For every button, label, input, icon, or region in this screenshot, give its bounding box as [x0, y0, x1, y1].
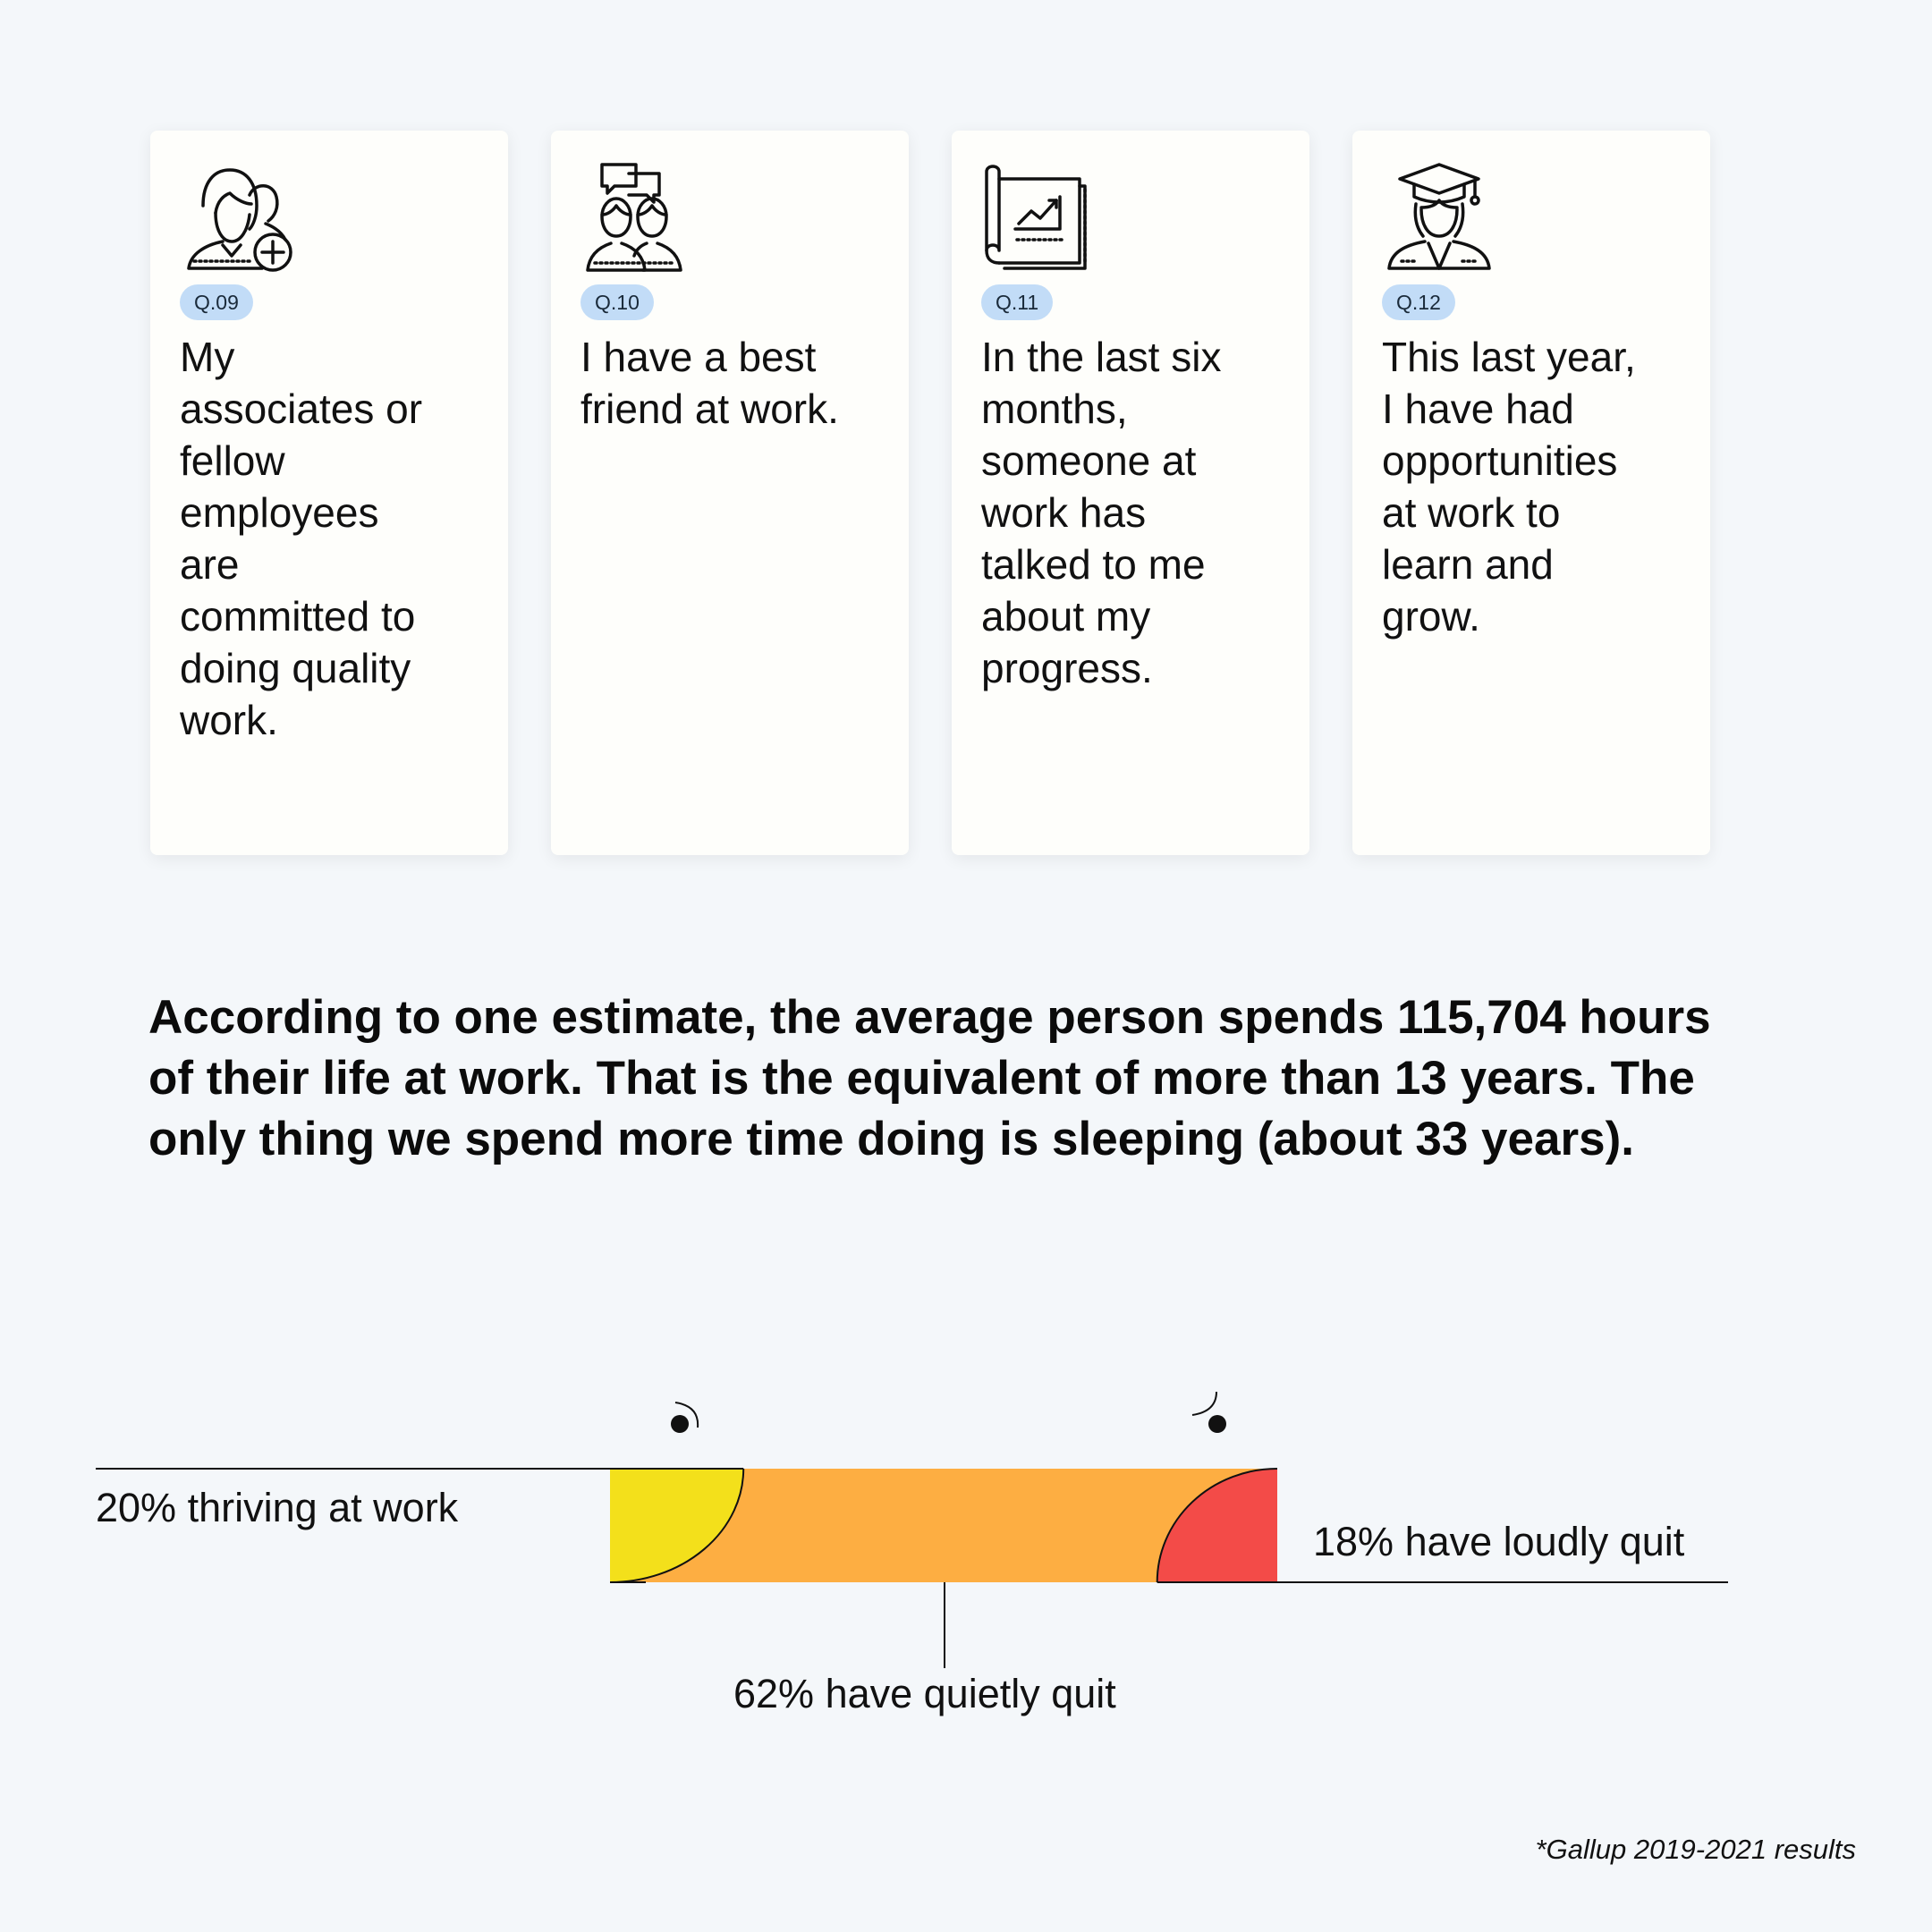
question-text: My associates or fellow employees are co…	[180, 334, 423, 743]
bar-segment-thriving-edge	[609, 1468, 745, 1583]
question-text: This last year, I have had opportunities…	[1382, 334, 1636, 640]
question-text: I have a best friend at work.	[580, 334, 839, 432]
question-card-q11: Q.11 In the last six months, someone at …	[952, 131, 1309, 855]
question-card-q10: Q.10 I have a best friend at work.	[551, 131, 909, 855]
bubble-dot-icon	[671, 1415, 689, 1433]
bar-segment-loud-quit-edge	[1156, 1468, 1278, 1583]
bar-segment-thriving	[610, 1469, 744, 1582]
segment-label-loud-quit: 18% have loudly quit	[1313, 1519, 1685, 1564]
chat-friends-icon	[580, 159, 697, 275]
progress-chart-icon	[981, 159, 1097, 275]
question-tag: Q.09	[180, 284, 253, 320]
bubble-arc-icon	[1191, 1391, 1217, 1416]
people-add-icon	[180, 159, 296, 275]
work-hours-statement: According to one estimate, the average p…	[148, 991, 1711, 1165]
bar-segment-loud-quit	[1157, 1469, 1277, 1582]
question-card-q09: Q.09 My associates or fellow employees a…	[150, 131, 508, 855]
bubble-arc-icon	[674, 1402, 699, 1428]
segment-label-quiet-quit: 62% have quietly quit	[733, 1671, 1116, 1716]
source-footnote: *Gallup 2019-2021 results	[1535, 1834, 1856, 1865]
bubble-dot-icon	[1208, 1415, 1226, 1433]
graduate-icon	[1382, 159, 1498, 275]
question-tag: Q.11	[981, 284, 1054, 320]
question-tag: Q.10	[580, 284, 654, 320]
segment-label-thriving: 20% thriving at work	[96, 1485, 459, 1530]
question-tag: Q.12	[1382, 284, 1455, 320]
question-card-q12: Q.12 This last year, I have had opportun…	[1352, 131, 1710, 855]
question-text: In the last six months, someone at work …	[981, 334, 1222, 691]
